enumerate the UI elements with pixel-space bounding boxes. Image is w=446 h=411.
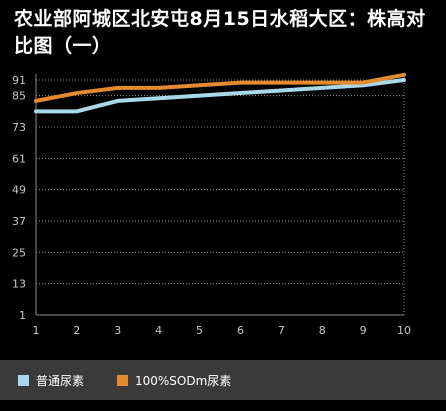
x-tick-label: 4	[155, 324, 162, 337]
series-line-2	[34, 72, 406, 103]
x-tick-label: 3	[114, 324, 121, 337]
x-tick-label: 5	[196, 324, 203, 337]
y-tick-label: 49	[12, 184, 26, 197]
y-tick-label: 37	[12, 215, 26, 228]
x-tick-label: 9	[360, 324, 367, 337]
y-tick-label: 1	[19, 309, 26, 322]
y-tick-label: 13	[12, 278, 26, 291]
legend: 普通尿素 100%SODm尿素	[0, 360, 446, 400]
x-tick-label: 7	[278, 324, 285, 337]
y-tick-label: 61	[12, 152, 26, 165]
legend-item-series-1: 普通尿素	[18, 372, 84, 389]
legend-item-series-2: 100%SODm尿素	[117, 372, 231, 389]
x-tick-label: 2	[73, 324, 80, 337]
chart-title: 农业部阿城区北安屯8月15日水稻大区：株高对比图（一）	[14, 8, 426, 57]
x-tick-label: 1	[33, 324, 40, 337]
y-tick-label: 25	[12, 246, 26, 259]
line-chart: 1 13 25 37 49 61 73 85 91 1 2 3 4 5 6 7 8 9 10	[12, 72, 411, 337]
x-tick-label: 8	[319, 324, 326, 337]
y-tick-label: 91	[12, 74, 26, 87]
legend-swatch-series-1	[18, 375, 29, 386]
bottom-bar	[0, 400, 446, 411]
chart-area: 1 13 25 37 49 61 73 85 91 1 2 3 4 5 6 7 8 9 10	[0, 60, 446, 364]
legend-label-series-1: 普通尿素	[36, 374, 85, 388]
plot-background	[36, 74, 404, 315]
legend-swatch-series-2	[117, 375, 128, 386]
series-line-1	[34, 78, 406, 114]
y-tick-label: 85	[12, 90, 26, 103]
x-tick-label: 6	[237, 324, 244, 337]
legend-label-series-2: 100%SODm尿素	[135, 374, 232, 388]
x-tick-label: 10	[397, 324, 411, 337]
y-tick-label: 73	[12, 121, 26, 134]
